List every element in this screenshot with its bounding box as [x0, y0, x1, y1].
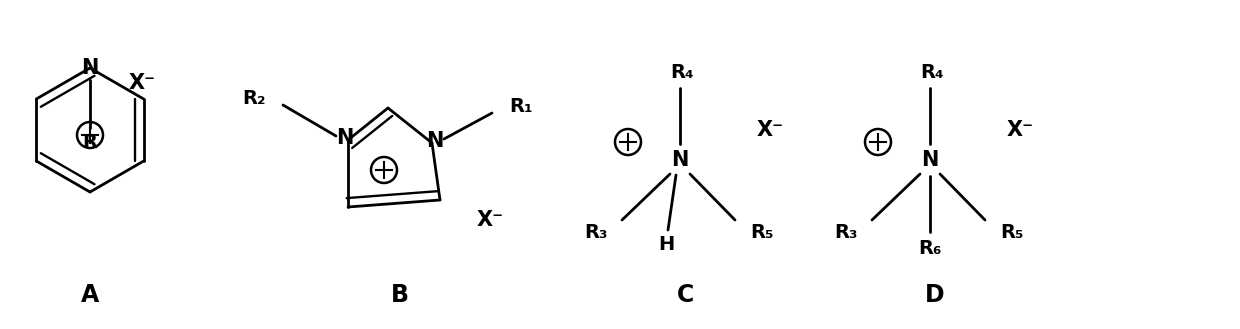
Text: R₆: R₆ — [919, 239, 941, 258]
Text: R₄: R₄ — [670, 63, 694, 82]
Text: R₅: R₅ — [750, 222, 774, 241]
Text: C: C — [676, 283, 693, 307]
Text: N: N — [921, 150, 939, 170]
Text: X⁻: X⁻ — [476, 210, 503, 230]
Text: N: N — [427, 131, 444, 151]
Text: N: N — [336, 128, 353, 148]
Text: X⁻: X⁻ — [756, 120, 784, 140]
Text: R₃: R₃ — [835, 222, 858, 241]
Text: A: A — [81, 283, 99, 307]
Text: X⁻: X⁻ — [1007, 120, 1034, 140]
Text: N: N — [82, 58, 99, 78]
Text: X⁻: X⁻ — [129, 73, 155, 93]
Text: D: D — [925, 283, 945, 307]
Text: R₂: R₂ — [243, 89, 267, 108]
Text: R: R — [83, 134, 98, 153]
Text: N: N — [671, 150, 688, 170]
Text: R₄: R₄ — [920, 63, 944, 82]
Text: H: H — [658, 235, 675, 254]
Text: B: B — [391, 283, 409, 307]
Text: R₁: R₁ — [508, 97, 533, 116]
Text: R₃: R₃ — [584, 222, 608, 241]
Text: R₅: R₅ — [999, 222, 1023, 241]
